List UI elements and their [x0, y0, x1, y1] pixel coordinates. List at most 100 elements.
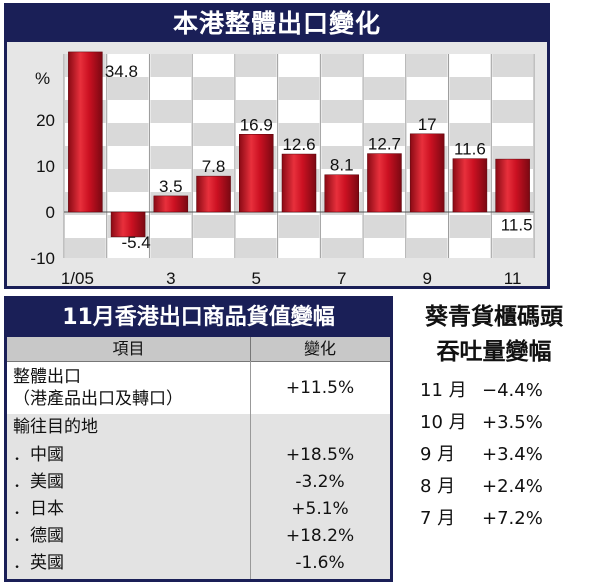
bar [409, 133, 445, 213]
port-month: 8 月 [420, 476, 456, 497]
bar-value-label: 17 [418, 115, 437, 134]
bar-value-label: 11.6 [454, 140, 486, 159]
section-label: 輸往目的地 [13, 417, 98, 437]
grid-cell [492, 54, 533, 77]
grid-cell [492, 238, 533, 258]
port-row: 11 月 −4.4% [420, 378, 543, 404]
row-name: ．英國 [13, 553, 64, 573]
port-title-line1: 葵青貨櫃碼頭 [425, 304, 563, 330]
bar-value-label: 7.8 [202, 157, 226, 176]
grid-cell [107, 77, 149, 100]
y-tick-label: 0 [46, 203, 55, 222]
total-value: +11.5% [285, 378, 355, 398]
x-tick-label: 3 [166, 269, 175, 286]
bar [196, 175, 231, 213]
grid-cell [406, 100, 448, 123]
grid-cell [449, 77, 491, 100]
total-label-line1: 整體出口 [13, 367, 81, 387]
table-title: 11月香港出口商品貨值變幅 [7, 299, 390, 337]
bar-value-label: 34.8 [105, 62, 138, 81]
grid-cell [449, 215, 491, 238]
grid-cell [364, 123, 405, 146]
port-value: −4.4% [482, 380, 543, 401]
grid-cell [107, 123, 149, 146]
grid-cell [278, 215, 320, 238]
y-tick-label: -10 [30, 249, 55, 268]
bar [367, 153, 402, 213]
grid-cell [235, 100, 277, 123]
port-value: +3.5% [482, 412, 543, 433]
grid-cell [321, 54, 363, 77]
y-tick-label: 10 [36, 157, 55, 176]
total-label-line2: （港產品出口及轉口） [13, 389, 183, 409]
grid-cell [150, 54, 192, 77]
row-name: ．中國 [13, 445, 64, 465]
grid-cell [406, 238, 448, 258]
bar [452, 158, 488, 213]
bar-value-label: 3.5 [159, 177, 183, 196]
x-tick-label: 5 [252, 269, 261, 286]
grid-cell [321, 238, 363, 258]
grid-cell [364, 77, 405, 100]
bar-value-label: 8.1 [330, 156, 354, 175]
bar-value-label: 16.9 [240, 115, 273, 134]
port-month: 7 月 [420, 508, 456, 529]
chart-title-bar [7, 6, 547, 42]
header-divider [250, 337, 251, 361]
port-row: 10 月 +3.5% [420, 410, 543, 436]
bar [324, 174, 359, 213]
grid-cell [150, 146, 192, 169]
row-value: +5.1% [291, 499, 349, 519]
bar-value-label: 12.7 [368, 135, 401, 154]
bar-value-label: 11.5 [501, 215, 533, 234]
column-header-change: 變化 [303, 339, 336, 358]
grid-cell [321, 146, 363, 169]
y-axis-unit: % [35, 69, 50, 88]
bar [495, 158, 530, 213]
bar [153, 195, 189, 213]
port-value: +3.4% [482, 444, 543, 465]
grid-cell [65, 238, 106, 258]
destination-section: 輸往目的地 ．中國 +18.5% ．美國 -3.2% ．日本 +5.1% ．德國… [7, 414, 390, 579]
table-header: 項目 變化 [7, 337, 390, 362]
port-row: 8 月 +2.4% [420, 474, 543, 500]
grid-cell [193, 123, 234, 146]
port-title: 葵青貨櫃碼頭 吞吐量變幅 [398, 300, 590, 370]
grid-cell [449, 123, 491, 146]
row-value: -1.6% [295, 553, 345, 573]
column-divider [250, 361, 251, 579]
grid-cell [193, 77, 234, 100]
port-month: 9 月 [420, 444, 456, 465]
grid-cell [406, 54, 448, 77]
bar [110, 211, 146, 238]
row-value: +18.5% [285, 445, 355, 465]
port-month: 11 月 [420, 380, 467, 401]
row-value: -3.2% [295, 472, 345, 492]
row-name: ．德國 [13, 526, 64, 546]
grid-cell [235, 238, 277, 258]
grid-cell [150, 100, 192, 123]
row-value: +18.2% [285, 526, 355, 546]
grid-cell [278, 77, 320, 100]
grid-cell [278, 123, 320, 146]
grid-cell [492, 100, 533, 123]
bar-value-label: 12.6 [282, 135, 315, 154]
x-tick-label: 11 [504, 269, 522, 286]
column-header-item: 項目 [112, 339, 145, 358]
grid-cell [150, 238, 192, 258]
grid-cell [364, 215, 405, 238]
export-table-panel: 11月香港出口商品貨值變幅 項目 變化 整體出口 （港產品出口及轉口） +11.… [4, 296, 393, 582]
chart-title: 本港整體出口變化 [172, 9, 381, 38]
grid-cell [107, 169, 149, 192]
port-row: 9 月 +3.4% [420, 442, 543, 468]
port-row: 7 月 +7.2% [420, 506, 543, 532]
port-value: +2.4% [482, 476, 543, 497]
row-name: ．美國 [13, 472, 64, 492]
grid-cell [321, 100, 363, 123]
x-tick-label: 9 [422, 269, 431, 286]
chart-panel: 本港整體出口變化 % 20 10 0 -10 34.8 1/05 -5.4 3.5 3 7.8 16.… [4, 3, 550, 289]
y-tick-label: 20 [36, 111, 55, 130]
grid-cell [235, 54, 277, 77]
bar [239, 134, 274, 213]
row-name: ．日本 [13, 499, 64, 519]
